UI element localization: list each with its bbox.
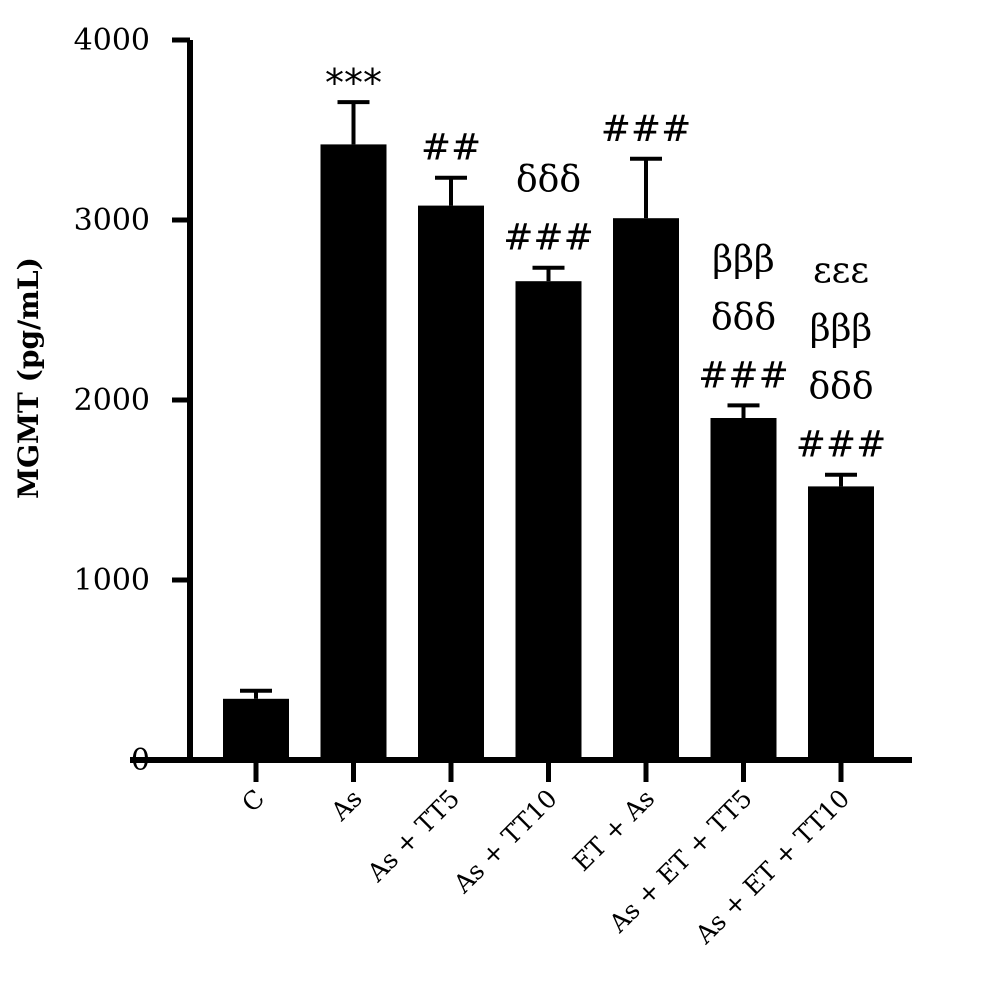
- y-tick-label: 1000: [74, 563, 150, 598]
- significance-label: δδδ: [808, 367, 873, 408]
- significance-label: δδδ: [711, 297, 776, 338]
- bar: [710, 418, 777, 760]
- bar: [223, 698, 289, 760]
- y-axis-label: MGMT (pg/mL): [12, 257, 45, 499]
- bar: [515, 281, 582, 760]
- significance-label: βββ: [810, 309, 872, 350]
- y-tick-label: 4000: [74, 23, 150, 58]
- significance-label: ###: [796, 425, 887, 466]
- y-tick-label: 3000: [74, 203, 150, 238]
- x-tick-label: As + TT10: [447, 784, 563, 900]
- bar: [613, 218, 679, 760]
- significance-label: ###: [698, 355, 789, 396]
- significance-label: ##: [421, 128, 481, 169]
- bar: [808, 486, 874, 760]
- y-tick-label: 2000: [74, 383, 150, 418]
- significance-label: βββ: [712, 239, 774, 280]
- x-tick-label: As + TT5: [361, 784, 465, 888]
- significance-label: ***: [325, 61, 382, 105]
- bar: [320, 144, 387, 760]
- x-tick-label: C: [236, 784, 270, 818]
- significance-label: ###: [503, 218, 594, 259]
- significance-label: δδδ: [516, 160, 581, 201]
- x-tick-label: As: [325, 784, 368, 827]
- significance-label: εεε: [813, 251, 869, 292]
- bar: [418, 205, 484, 761]
- x-tick-label: ET + As: [567, 784, 660, 877]
- significance-label: ###: [601, 109, 692, 150]
